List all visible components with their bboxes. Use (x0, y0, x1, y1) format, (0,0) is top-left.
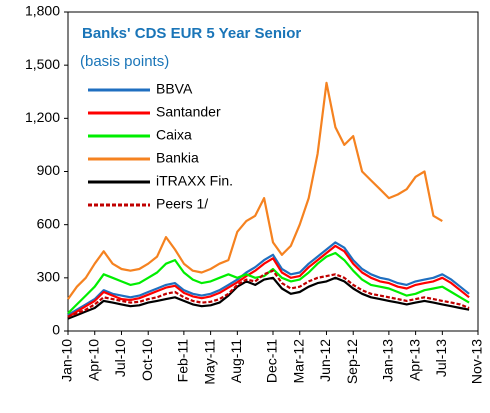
y-tick-label: 900 (37, 162, 61, 178)
x-tick-label: Jan-13 (380, 339, 396, 382)
x-tick-label: Aug-11 (228, 339, 244, 383)
x-tick-label: Oct-10 (139, 339, 155, 381)
series-line (67, 276, 470, 320)
x-tick-label: Nov-13 (469, 339, 485, 384)
x-tick-label: Sep-12 (344, 339, 360, 384)
y-tick-label: 0 (52, 322, 60, 338)
series-line (67, 241, 470, 317)
y-tick-label: 1,500 (25, 56, 60, 72)
y-tick-label: 1,200 (25, 109, 60, 125)
y-tick-label: 600 (37, 215, 61, 231)
legend-label: Caixa (156, 127, 192, 143)
series-line (67, 81, 443, 300)
series-line (67, 269, 470, 318)
legend-label: iTRAXX Fin. (156, 173, 233, 189)
legend-label: Peers 1/ (156, 196, 208, 212)
legend-label: Bankia (156, 150, 199, 166)
x-tick-label: Feb-11 (175, 339, 191, 383)
x-tick-label: Jul-13 (433, 339, 449, 377)
x-tick-label: Jan-10 (59, 339, 75, 382)
x-tick-label: Apr-10 (85, 339, 101, 381)
x-tick-label: Jul-10 (112, 339, 128, 377)
x-tick-label: Dec-11 (264, 339, 280, 383)
chart-subtitle: (basis points) (80, 53, 169, 70)
x-tick-label: Jun-12 (317, 339, 333, 382)
x-tick-label: Mar-12 (290, 339, 306, 384)
y-tick-label: 300 (37, 269, 61, 285)
series-line (67, 244, 470, 318)
chart-title: Banks' CDS EUR 5 Year Senior (82, 25, 301, 42)
x-tick-label: May-11 (201, 339, 217, 385)
legend-label: BBVA (156, 81, 193, 97)
y-tick-label: 1,800 (25, 3, 60, 19)
series-line (67, 251, 470, 315)
legend-label: Santander (156, 104, 221, 120)
x-tick-label: Apr-13 (406, 339, 422, 381)
